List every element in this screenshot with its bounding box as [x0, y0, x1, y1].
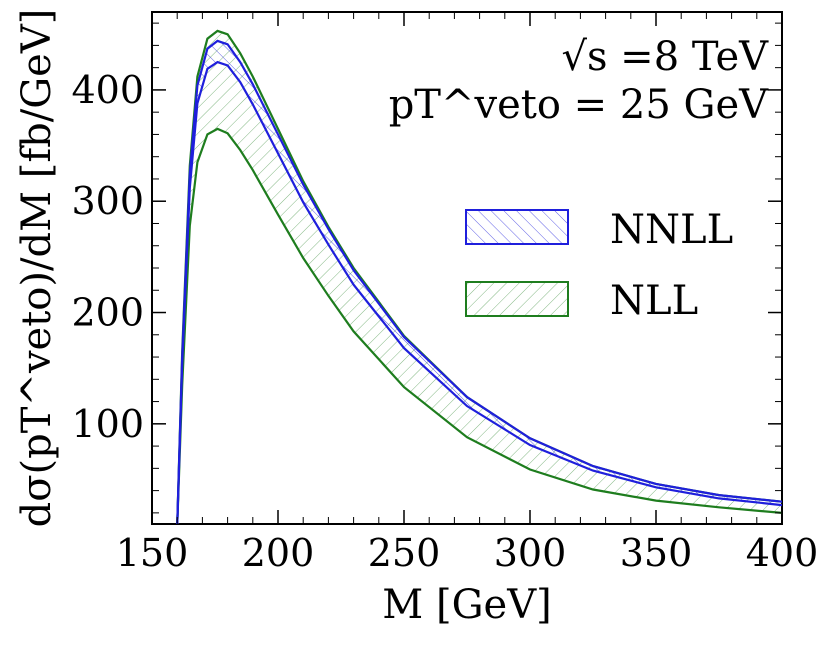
x-tick-label: 200 [242, 531, 315, 575]
legend: NNLL NLL [465, 207, 733, 324]
y-tick-label: 100 [71, 402, 144, 446]
x-tick-label: 250 [368, 531, 441, 575]
x-tick-label: 400 [746, 531, 819, 575]
y-axis-ticks: 100 200 300 400 [71, 22, 782, 514]
series-line-nnll-lower [176, 60, 782, 524]
series-line-nnll-upper [176, 39, 782, 524]
energy-annotation: √s =8 TeV [561, 34, 769, 80]
x-tick-label: 350 [620, 531, 693, 575]
legend-label-nll: NLL [610, 278, 698, 324]
y-tick-label: 200 [71, 291, 144, 335]
y-axis-title: dσ(pT^veto)/dM [fb/GeV] [14, 9, 60, 528]
legend-swatch-nll [465, 281, 569, 317]
x-axis-ticks: 150 200 250 300 350 400 [116, 12, 819, 575]
x-tick-label: 150 [116, 531, 189, 575]
legend-swatch-nnll [465, 209, 569, 245]
x-axis-title: M [GeV] [382, 582, 551, 628]
y-tick-label: 400 [71, 68, 144, 112]
x-tick-label: 300 [494, 531, 567, 575]
veto-annotation: pT^veto = 25 GeV [389, 82, 769, 128]
y-tick-label: 300 [71, 179, 144, 223]
legend-label-nnll: NNLL [610, 207, 733, 253]
series-line-nll-lower [176, 127, 782, 524]
